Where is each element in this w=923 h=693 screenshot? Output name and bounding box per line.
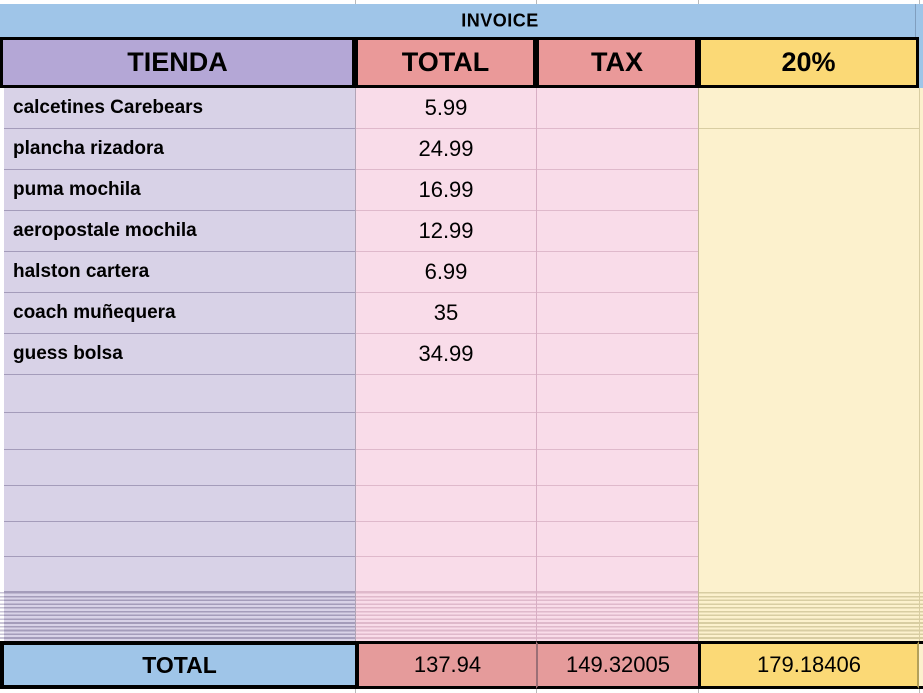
item-name-cell[interactable]: calcetines Carebears	[4, 88, 355, 129]
column-header-total[interactable]: TOTAL	[355, 37, 536, 88]
empty-cell[interactable]	[356, 557, 536, 592]
tienda-column: calcetines Carebears plancha rizadora pu…	[4, 88, 355, 641]
collapsed-rows-gutter	[0, 592, 4, 641]
gridline-stub	[698, 0, 699, 4]
empty-cell[interactable]	[356, 375, 536, 413]
empty-cell[interactable]	[356, 413, 536, 450]
gutter-blank	[0, 88, 4, 592]
collapsed-rows	[699, 592, 919, 641]
empty-cell[interactable]	[4, 557, 355, 592]
empty-cell[interactable]	[537, 413, 698, 450]
empty-cell[interactable]	[537, 450, 698, 486]
empty-cell[interactable]	[4, 375, 355, 413]
collapsed-rows	[537, 592, 698, 641]
item-name-cell[interactable]: guess bolsa	[4, 334, 355, 375]
gridline-stub	[355, 689, 356, 693]
table-body: calcetines Carebears plancha rizadora pu…	[0, 88, 923, 641]
footer-tax-value[interactable]: 149.32005	[536, 641, 698, 689]
gridline-stub	[536, 0, 537, 4]
empty-cell[interactable]	[4, 486, 355, 522]
item-tax-cell[interactable]	[537, 211, 698, 252]
column-header-tax[interactable]: TAX	[536, 37, 698, 88]
item-name-cell[interactable]: puma mochila	[4, 170, 355, 211]
pct-column-blank-area[interactable]	[699, 129, 919, 592]
item-name-cell[interactable]: halston cartera	[4, 252, 355, 293]
footer-total-label[interactable]: TOTAL	[0, 641, 359, 689]
footer-pct-value[interactable]: 179.18406	[698, 641, 919, 689]
item-total-cell[interactable]: 16.99	[356, 170, 536, 211]
bottom-margin	[0, 689, 923, 693]
collapsed-rows	[4, 592, 355, 641]
left-gutter	[0, 88, 4, 641]
item-tax-cell[interactable]	[537, 170, 698, 211]
header-right-sliver	[919, 37, 923, 88]
gridline-stub	[536, 689, 537, 693]
tax-column	[536, 88, 698, 641]
invoice-title-bar[interactable]: INVOICE	[0, 4, 923, 37]
item-tax-cell[interactable]	[537, 293, 698, 334]
empty-cell[interactable]	[537, 522, 698, 557]
empty-cell[interactable]	[4, 522, 355, 557]
total-column: 5.99 24.99 16.99 12.99 6.99 35 34.99	[355, 88, 536, 641]
gridline-stub	[919, 0, 920, 4]
column-header-20pct[interactable]: 20%	[698, 37, 919, 88]
empty-cell[interactable]	[4, 413, 355, 450]
pct-column	[698, 88, 919, 641]
empty-cell[interactable]	[537, 557, 698, 592]
totals-row: TOTAL 137.94 149.32005 179.18406	[0, 641, 923, 689]
item-name-cell[interactable]: aeropostale mochila	[4, 211, 355, 252]
item-name-cell[interactable]: plancha rizadora	[4, 129, 355, 170]
collapsed-rows	[356, 592, 536, 641]
item-pct-cell[interactable]	[699, 88, 919, 129]
item-tax-cell[interactable]	[537, 252, 698, 293]
gridline-stub	[919, 689, 920, 693]
empty-cell[interactable]	[537, 375, 698, 413]
item-tax-cell[interactable]	[537, 129, 698, 170]
collapsed-rows	[920, 592, 923, 641]
empty-cell[interactable]	[356, 450, 536, 486]
top-margin	[0, 0, 923, 4]
item-total-cell[interactable]: 34.99	[356, 334, 536, 375]
empty-cell[interactable]	[4, 450, 355, 486]
column-header-tienda[interactable]: TIENDA	[0, 37, 355, 88]
item-total-cell[interactable]: 12.99	[356, 211, 536, 252]
item-total-cell[interactable]: 6.99	[356, 252, 536, 293]
table-header-row: TIENDA TOTAL TAX 20%	[0, 37, 923, 88]
footer-right-sliver	[919, 641, 923, 689]
right-sliver	[919, 88, 923, 641]
empty-cell[interactable]	[537, 486, 698, 522]
gridline-stub	[355, 0, 356, 4]
item-tax-cell[interactable]	[537, 88, 698, 129]
empty-cell[interactable]	[356, 486, 536, 522]
empty-cell[interactable]	[356, 522, 536, 557]
gridline	[915, 4, 916, 37]
invoice-title: INVOICE	[461, 10, 539, 30]
item-total-cell[interactable]: 24.99	[356, 129, 536, 170]
footer-total-value[interactable]: 137.94	[359, 641, 536, 689]
item-total-cell[interactable]: 35	[356, 293, 536, 334]
gridline-stub	[698, 689, 699, 693]
item-name-cell[interactable]: coach muñequera	[4, 293, 355, 334]
item-tax-cell[interactable]	[537, 334, 698, 375]
item-total-cell[interactable]: 5.99	[356, 88, 536, 129]
